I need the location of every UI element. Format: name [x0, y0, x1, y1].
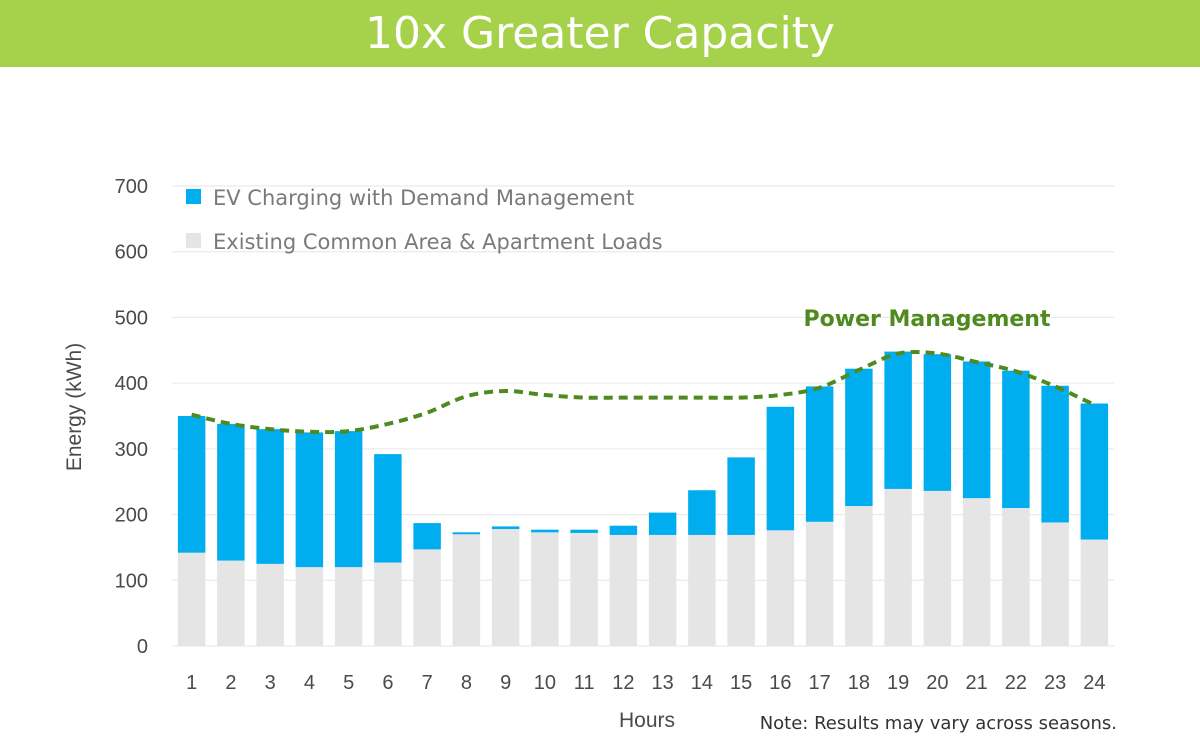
legend-swatch-ev	[186, 189, 201, 204]
bar-ev-charging	[1080, 403, 1109, 540]
bar-ev-charging	[531, 529, 559, 533]
bar-existing-load	[648, 534, 677, 646]
bar-existing-load	[413, 549, 441, 646]
power-management-label: Power Management	[804, 307, 1051, 332]
x-tick-label: 13	[652, 672, 674, 694]
x-tick-label: 23	[1044, 672, 1066, 694]
bar-ev-charging	[374, 454, 402, 563]
x-tick-label: 1	[186, 672, 197, 694]
bar-ev-charging	[452, 532, 481, 535]
bar-existing-load	[1041, 522, 1069, 646]
x-tick-label: 6	[382, 672, 393, 694]
x-tick-label: 14	[691, 672, 713, 694]
bar-existing-load	[1002, 508, 1030, 646]
x-tick-label: 2	[225, 672, 236, 694]
power-management-line	[191, 349, 1096, 435]
bar-existing-load	[923, 490, 952, 646]
bar-existing-load	[766, 530, 795, 646]
y-tick-label: 0	[137, 636, 148, 658]
y-tick-label: 500	[115, 307, 148, 329]
x-tick-label: 4	[304, 672, 315, 694]
bar-ev-charging	[334, 431, 363, 568]
bar-existing-load	[295, 567, 324, 646]
bar-ev-charging	[648, 512, 677, 535]
bar-existing-load	[491, 529, 520, 646]
y-tick-label: 400	[115, 373, 148, 395]
bar-ev-charging	[295, 432, 324, 568]
bar-existing-load	[805, 521, 834, 646]
bar-existing-load	[884, 488, 912, 646]
bar-ev-charging	[491, 526, 520, 530]
x-tick-label: 22	[1005, 672, 1027, 694]
x-tick-label: 16	[769, 672, 791, 694]
bar-ev-charging	[177, 416, 206, 553]
bar-ev-charging	[217, 423, 245, 561]
x-axis-title: Hours	[619, 709, 675, 732]
title-banner: 10x Greater Capacity	[0, 0, 1200, 67]
y-tick-label: 300	[115, 439, 148, 461]
y-axis-title: Energy (kWh)	[63, 343, 86, 471]
bar-existing-load	[256, 563, 284, 646]
x-tick-label: 12	[612, 672, 634, 694]
bar-existing-load	[452, 534, 481, 646]
bar-ev-charging	[570, 529, 598, 533]
x-tick-label: 21	[966, 672, 988, 694]
bar-existing-load	[531, 532, 559, 646]
bar-existing-load	[217, 560, 245, 646]
bar-ev-charging	[1002, 370, 1030, 508]
bar-ev-charging	[766, 406, 795, 531]
bar-existing-load	[334, 567, 363, 646]
x-tick-label: 24	[1083, 672, 1105, 694]
x-tick-label: 20	[926, 672, 948, 694]
x-tick-label: 17	[809, 672, 831, 694]
x-tick-label: 19	[887, 672, 909, 694]
y-tick-label: 600	[115, 242, 148, 264]
bar-ev-charging	[727, 457, 755, 535]
x-tick-label: 15	[730, 672, 752, 694]
x-tick-label: 5	[343, 672, 354, 694]
bar-ev-charging	[609, 525, 638, 535]
x-tick-label: 10	[534, 672, 556, 694]
bar-ev-charging	[845, 368, 873, 507]
bar-existing-load	[727, 534, 755, 646]
legend-label-ev: EV Charging with Demand Management	[213, 186, 634, 210]
x-tick-label: 3	[265, 672, 276, 694]
y-tick-label: 100	[115, 570, 148, 592]
bar-ev-charging	[688, 490, 716, 535]
x-tick-label: 9	[500, 672, 511, 694]
bar-ev-charging	[1041, 385, 1069, 523]
legend-label-existing: Existing Common Area & Apartment Loads	[213, 230, 663, 254]
bar-existing-load	[609, 534, 638, 646]
bar-existing-load	[1080, 539, 1109, 646]
page-title: 10x Greater Capacity	[365, 8, 835, 59]
bar-ev-charging	[256, 429, 284, 564]
bar-ev-charging	[962, 361, 991, 499]
x-tick-label: 7	[422, 672, 433, 694]
bar-existing-load	[570, 532, 598, 646]
y-tick-label: 700	[115, 176, 148, 198]
seasons-note: Note: Results may vary across seasons.	[760, 713, 1117, 734]
bar-existing-load	[688, 534, 716, 646]
bar-ev-charging	[805, 386, 834, 522]
x-tick-label: 11	[574, 672, 595, 694]
bar-existing-load	[962, 498, 991, 646]
bar-existing-load	[177, 552, 206, 646]
legend-swatch-existing	[186, 233, 201, 248]
y-tick-label: 200	[115, 505, 148, 527]
bar-existing-load	[374, 562, 402, 646]
x-tick-label: 8	[461, 672, 472, 694]
bar-ev-charging	[884, 351, 912, 489]
bar-ev-charging	[923, 354, 952, 491]
x-tick-label: 18	[848, 672, 870, 694]
bar-existing-load	[845, 506, 873, 646]
bar-ev-charging	[413, 523, 441, 550]
